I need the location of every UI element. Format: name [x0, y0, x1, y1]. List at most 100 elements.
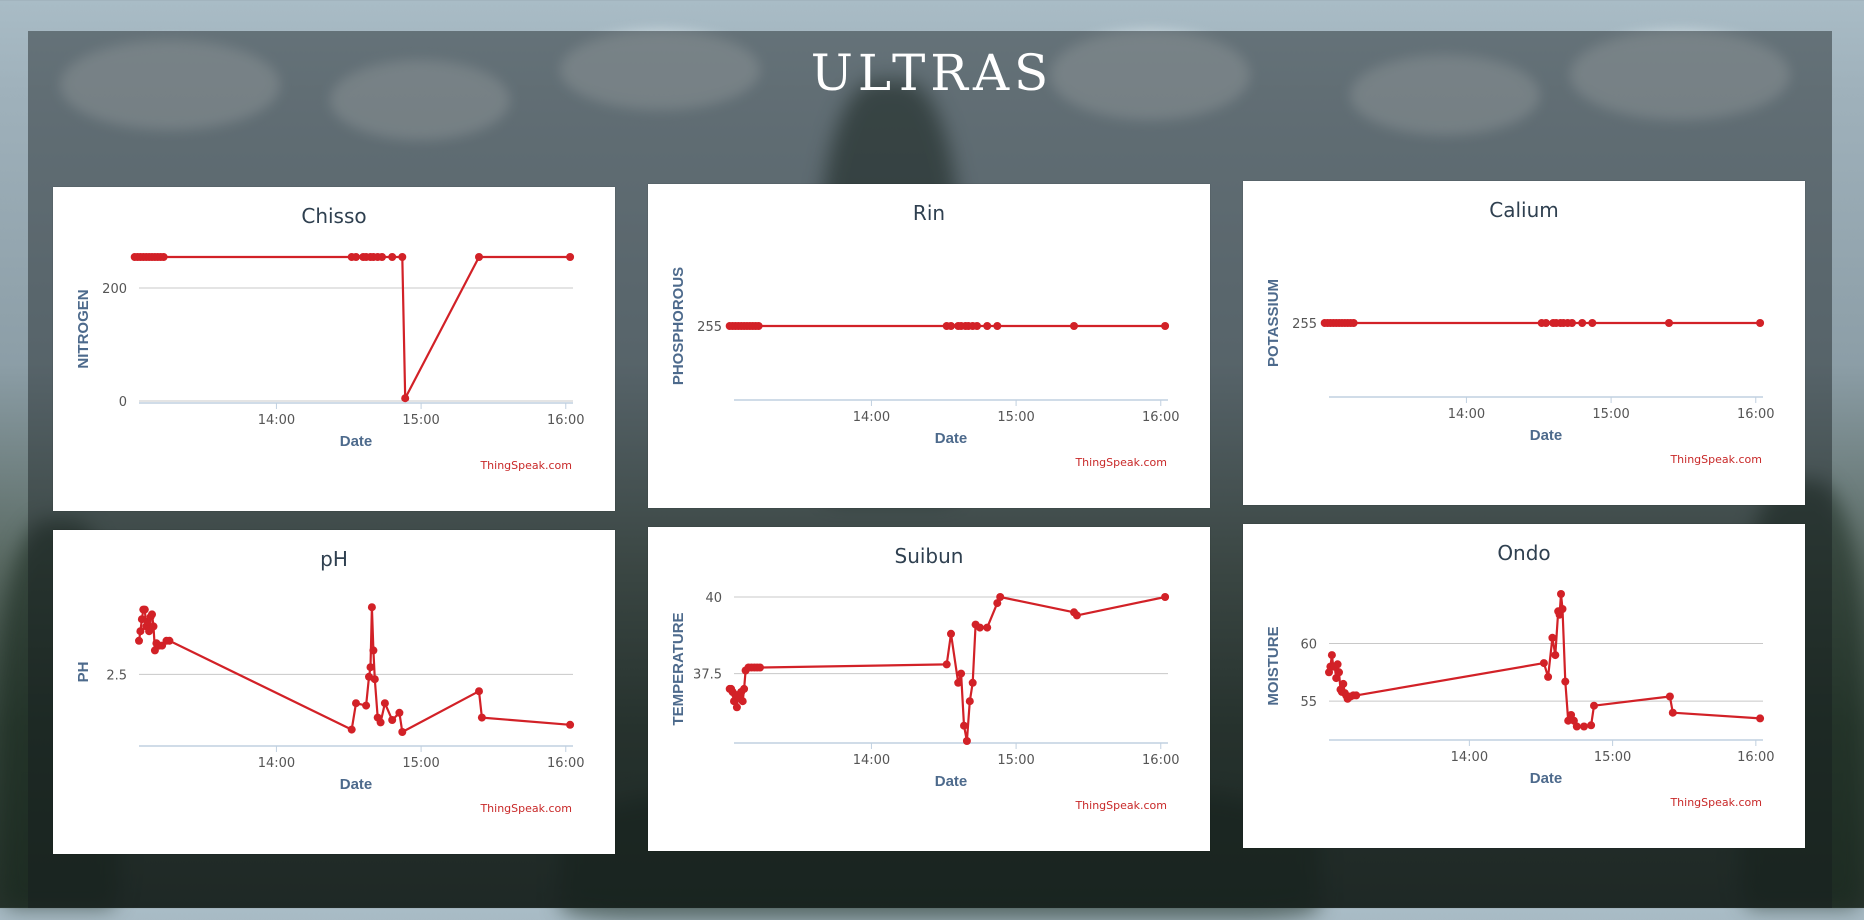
ondo-credit-link[interactable]: ThingSpeak.com	[1669, 796, 1762, 809]
calium-data-point[interactable]	[1568, 319, 1576, 327]
ph-data-point[interactable]	[566, 720, 575, 729]
suibun-x-tick-label: 15:00	[997, 753, 1034, 768]
chisso-data-point[interactable]	[401, 394, 410, 403]
chisso-data-point[interactable]	[398, 253, 407, 261]
suibun-data-point[interactable]	[983, 623, 992, 632]
rin-data-point[interactable]	[983, 322, 992, 330]
suibun-x-axis-label: Date	[935, 773, 968, 790]
ph-data-point[interactable]	[398, 728, 407, 736]
chisso-data-point[interactable]	[352, 253, 360, 261]
ondo-data-point[interactable]	[1665, 692, 1674, 701]
rin-data-point[interactable]	[1161, 322, 1170, 330]
ondo-data-point[interactable]	[1339, 679, 1348, 688]
ondo-data-point[interactable]	[1756, 714, 1765, 723]
suibun-series-line	[729, 595, 1166, 743]
suibun-data-point[interactable]	[732, 703, 741, 712]
ondo-data-point[interactable]	[1587, 721, 1596, 730]
ondo-data-point[interactable]	[1539, 659, 1548, 668]
ph-data-point[interactable]	[388, 716, 397, 724]
ondo-data-point[interactable]	[1333, 660, 1342, 669]
ph-data-point[interactable]	[148, 610, 156, 619]
ph-data-point[interactable]	[165, 636, 174, 645]
ph-data-point[interactable]	[395, 708, 404, 717]
suibun-data-point[interactable]	[975, 623, 984, 632]
chart-card-calium: Calium 255 14:00 15:00 16:00 Date POTASSIUM Thi…	[1243, 181, 1805, 505]
chisso-x-tick-label: 15:00	[402, 413, 439, 428]
suibun-data-point[interactable]	[957, 669, 966, 678]
ondo-data-point[interactable]	[1335, 668, 1343, 677]
chisso-data-point[interactable]	[159, 253, 168, 261]
calium-chart-svg: Calium 255 14:00 15:00 16:00 Date POTASSIUM Thi…	[1265, 198, 1775, 466]
ph-data-point[interactable]	[352, 699, 360, 708]
suibun-data-point[interactable]	[960, 721, 968, 730]
suibun-data-point[interactable]	[954, 678, 963, 687]
calium-data-point[interactable]	[1665, 319, 1673, 327]
rin-credit-link[interactable]: ThingSpeak.com	[1074, 456, 1167, 469]
ph-data-point[interactable]	[376, 718, 385, 727]
ph-data-point[interactable]	[370, 675, 379, 684]
rin-chart-title: Rin	[913, 201, 945, 225]
ph-data-point[interactable]	[362, 701, 371, 710]
suibun-data-point[interactable]	[942, 660, 951, 669]
ph-data-point[interactable]	[367, 603, 376, 612]
suibun-data-point[interactable]	[1072, 611, 1081, 620]
rin-data-point[interactable]	[993, 322, 1002, 330]
ondo-data-point[interactable]	[1352, 691, 1361, 700]
ondo-data-point[interactable]	[1548, 633, 1557, 642]
rin-data-point[interactable]	[1070, 322, 1078, 330]
calium-data-point[interactable]	[1349, 319, 1358, 327]
chisso-data-point[interactable]	[475, 253, 483, 261]
suibun-data-point[interactable]	[738, 697, 747, 706]
calium-data-point[interactable]	[1588, 319, 1597, 327]
calium-y-axis-label: POTASSIUM	[1265, 279, 1282, 367]
ph-chart-svg: pH 2.5 14:00 15:00 16:00 Date PH ThingSpeak.com	[75, 547, 585, 815]
calium-data-point[interactable]	[1756, 319, 1765, 327]
ph-data-point[interactable]	[380, 699, 389, 708]
ondo-data-point[interactable]	[1558, 605, 1567, 613]
ondo-data-point[interactable]	[1572, 722, 1581, 731]
ph-data-point[interactable]	[140, 605, 149, 614]
ph-data-point[interactable]	[366, 663, 375, 672]
ph-data-point[interactable]	[149, 622, 158, 631]
ph-data-point[interactable]	[347, 725, 356, 734]
suibun-data-point[interactable]	[996, 593, 1005, 601]
calium-x-tick-label: 16:00	[1737, 407, 1774, 422]
ph-data-point[interactable]	[369, 646, 378, 655]
rin-data-point[interactable]	[947, 322, 955, 330]
suibun-data-point[interactable]	[962, 737, 971, 745]
calium-data-point[interactable]	[1542, 319, 1550, 327]
calium-credit-link[interactable]: ThingSpeak.com	[1669, 453, 1762, 466]
chisso-x-tick-label: 16:00	[547, 413, 584, 428]
suibun-data-point[interactable]	[947, 629, 955, 638]
suibun-data-point[interactable]	[993, 599, 1002, 608]
ondo-data-point[interactable]	[1544, 672, 1553, 681]
ph-x-tick-label: 14:00	[258, 756, 295, 771]
ph-data-point[interactable]	[477, 713, 486, 722]
ondo-data-point[interactable]	[1557, 590, 1565, 598]
chisso-data-point[interactable]	[378, 253, 386, 261]
rin-data-point[interactable]	[973, 322, 981, 330]
suibun-data-point[interactable]	[965, 697, 974, 706]
suibun-data-point[interactable]	[756, 663, 764, 672]
suibun-data-point[interactable]	[740, 684, 749, 693]
ondo-data-point[interactable]	[1580, 722, 1588, 731]
ondo-data-point[interactable]	[1668, 708, 1677, 717]
ondo-data-point[interactable]	[1551, 651, 1560, 660]
ondo-data-point[interactable]	[1590, 701, 1598, 710]
suibun-data-point[interactable]	[968, 678, 977, 687]
ph-data-point[interactable]	[136, 627, 145, 636]
ph-credit-link[interactable]: ThingSpeak.com	[479, 802, 572, 815]
chisso-data-point[interactable]	[566, 253, 575, 261]
calium-data-point[interactable]	[1578, 319, 1587, 327]
ondo-data-point[interactable]	[1561, 677, 1570, 686]
ph-data-point[interactable]	[135, 636, 143, 645]
ph-data-point[interactable]	[475, 687, 483, 696]
ondo-chart-svg: Ondo 55 60 14:00 15:00 16:00 Date MOISTURE Thing…	[1265, 541, 1775, 809]
suibun-credit-link[interactable]: ThingSpeak.com	[1074, 799, 1167, 812]
suibun-data-point[interactable]	[1161, 593, 1170, 601]
chisso-data-point[interactable]	[388, 253, 397, 261]
ondo-data-point[interactable]	[1327, 651, 1336, 660]
ondo-y-axis-label: MOISTURE	[1265, 626, 1282, 705]
chisso-credit-link[interactable]: ThingSpeak.com	[479, 459, 572, 472]
rin-data-point[interactable]	[754, 322, 763, 330]
